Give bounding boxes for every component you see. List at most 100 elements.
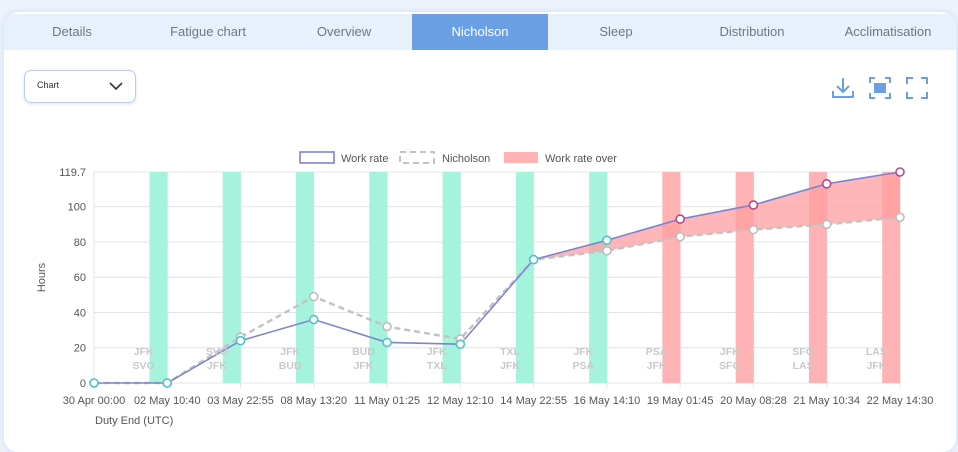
nicholson-point [821,219,832,230]
route-to-label: PSA [572,360,594,372]
legend-swatch-work-rate-over [504,152,538,163]
work-rate-point [528,254,539,265]
chevron-down-icon [109,82,123,91]
tab-details[interactable]: Details [52,24,92,39]
sleep-band [369,172,388,383]
x-tick-label: 03 May 22:55 [207,395,274,407]
x-tick-label: 11 May 01:25 [354,395,420,407]
route-to-label: JFK [207,360,227,372]
sleep-band [149,172,168,383]
route-from-label: BUD [352,346,375,358]
tab-distribution[interactable]: Distribution [719,24,785,39]
work-rate-point [162,378,173,388]
route-to-label: JFK [500,360,520,372]
x-tick-label: 16 May 14:10 [574,395,641,407]
route-to-label: SVO [133,360,155,372]
route-to-label: BUD [279,360,302,372]
chart-legend: Work rate Nicholson Work rate over [299,151,617,165]
tab-sleep[interactable]: Sleep [599,24,633,39]
route-from-label: PSA [646,346,668,358]
x-tick-label: 19 May 01:45 [647,395,714,407]
route-from-label: JFK [720,346,740,358]
nicholson-chart: JFK SVO SVO JFK JFK BUD BUD JFK JFK TXL TXL JFK JFK P… [36,151,933,427]
nicholson-point [602,245,612,256]
y-tick-label: 119.7 [59,167,86,179]
y-tick-label: 0 [80,378,86,390]
y-axis-label: Hours [36,262,48,292]
route-from-label: LAS [866,346,887,358]
work-rate-point [675,214,685,224]
x-tick-label: 12 May 12:10 [427,395,494,407]
x-tick-label: 08 May 13:20 [280,395,347,407]
sleep-band [589,172,608,383]
work-rate-point [89,378,99,388]
nicholson-point [382,321,392,332]
legend-swatch-work-rate [299,151,335,164]
work-rate-point [821,179,832,189]
route-to-label: JFK [647,360,667,372]
chart-series [94,171,901,385]
x-tick-label: 14 May 22:55 [500,395,567,407]
x-tick-label: 20 May 08:28 [720,395,787,407]
y-tick-label: 20 [74,343,86,355]
route-to-label: JFK [866,360,886,372]
y-tick-label: 100 [68,202,86,214]
route-to-label: LAS [793,360,814,372]
tab-fatigue-chart[interactable]: Fatigue chart [170,24,246,39]
route-to-label: JFK [354,360,374,372]
work-rate-point [235,335,246,346]
legend-label-work-rate-over: Work rate over [545,153,617,165]
work-rate-point [602,235,612,246]
route-from-label: JFK [280,346,300,358]
tab-acclimatisation[interactable]: Acclimatisation [844,24,932,39]
work-rate-over-area [533,172,900,260]
view-select-value: Chart [37,80,60,90]
chart-axes: 0 20 40 60 80 100 119.7 30 Apr 00:00 02 May 10:4… [36,167,933,427]
tab-bar: Details Fatigue chart Overview Nicholson… [4,14,956,50]
route-from-label: JFK [134,346,154,358]
y-tick-label: 60 [74,272,86,284]
sleep-band [222,172,241,383]
legend-label-work-rate: Work rate [341,153,388,165]
work-rate-over-fill [533,172,900,260]
route-to-label: TXL [427,360,447,372]
x-tick-label: 22 May 14:30 [867,395,934,407]
y-tick-label: 40 [74,307,86,319]
nicholson-line [94,216,901,385]
x-tick-label: 30 Apr 00:00 [63,395,125,407]
work-rate-line [94,171,901,384]
over-band [882,172,901,383]
x-axis-label: Duty End (UTC) [95,415,173,427]
fullscreen-icon[interactable] [905,76,929,100]
sleep-band [442,172,461,383]
y-tick-label: 80 [74,237,86,249]
route-from-label: TXL [500,346,520,358]
view-select[interactable]: Chart [24,70,136,103]
route-from-label: JFK [427,346,447,358]
tab-nicholson[interactable]: Nicholson [412,14,548,50]
x-tick-label: 21 May 10:34 [793,395,860,407]
route-labels: JFK SVO SVO JFK JFK BUD BUD JFK JFK TXL TXL JFK JFK P… [133,346,887,372]
download-icon[interactable] [831,76,855,100]
screenshot-icon[interactable] [868,76,892,100]
nicholson-point [748,224,759,235]
nicholson-panel: Details Fatigue chart Overview Nicholson… [4,12,956,452]
work-rate-point [382,337,392,348]
nicholson-point [895,212,905,223]
work-rate-point [309,314,319,325]
chart-points [89,167,905,388]
nicholson-point [675,231,685,242]
sleep-band [296,172,315,383]
nicholson-point [309,291,319,302]
route-from-label: SVO [206,346,228,358]
route-from-label: SFO [792,346,814,358]
tab-overview[interactable]: Overview [316,24,372,39]
legend-label-nicholson: Nicholson [442,153,490,165]
work-rate-point [455,339,466,350]
legend-swatch-nicholson [399,151,435,164]
route-from-label: JFK [573,346,593,358]
x-tick-label: 02 May 10:40 [134,395,201,407]
work-rate-point [748,200,759,210]
route-to-label: SFO [719,360,741,372]
sleep-band [515,172,534,383]
